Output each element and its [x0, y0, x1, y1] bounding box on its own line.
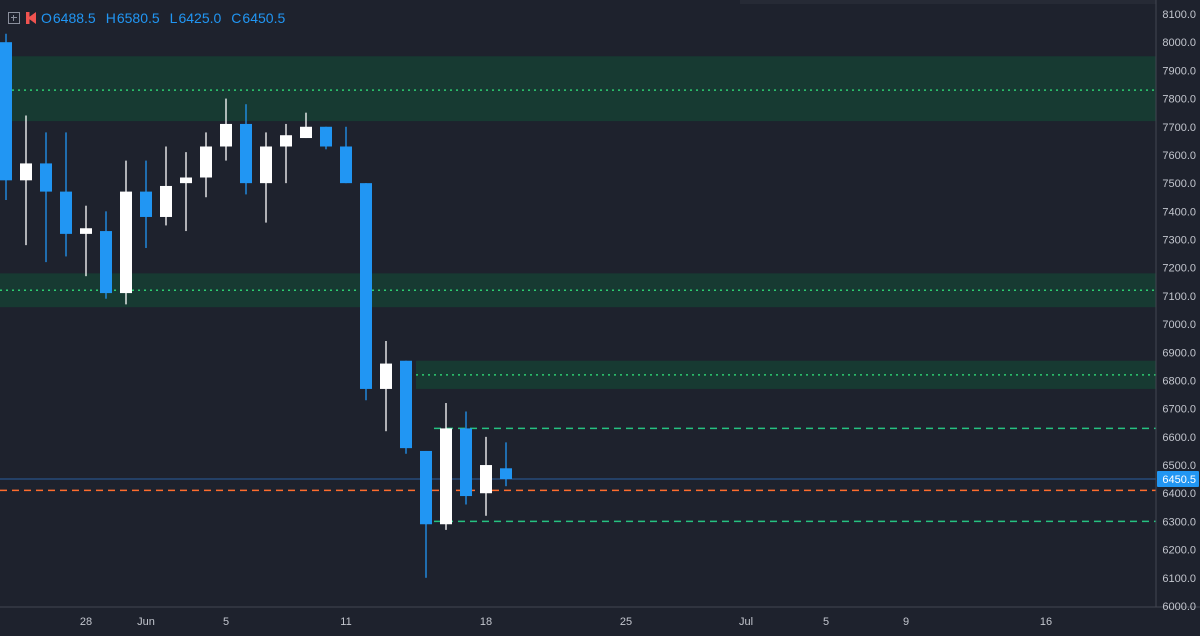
zone-2 [416, 360, 1156, 389]
x-tick-label-6: Jul [739, 616, 753, 628]
y-tick-label-15: 6600.0 [1162, 432, 1196, 444]
price-axis-bg [1156, 0, 1200, 636]
candle-body-10 [200, 146, 212, 178]
x-tick-label-0: 28 [80, 616, 92, 628]
candle-body-13 [260, 146, 272, 184]
x-tick-label-2: 5 [223, 616, 229, 628]
top-scroll-band [740, 0, 1160, 4]
candle-body-5 [100, 231, 112, 294]
x-tick-label-3: 11 [340, 616, 351, 628]
candle-body-1 [20, 163, 32, 181]
y-tick-label-4: 7700.0 [1162, 122, 1196, 134]
x-tick-label-5: 25 [620, 616, 632, 628]
y-tick-label-12: 6900.0 [1162, 347, 1196, 359]
candle-body-17 [340, 146, 352, 184]
y-tick-label-14: 6700.0 [1162, 404, 1196, 416]
x-tick-label-1: Jun [137, 616, 155, 628]
y-tick-label-0: 8100.0 [1162, 9, 1196, 21]
candle-body-14 [280, 135, 292, 147]
symbol-marker-icon [26, 12, 36, 24]
last-price-badge [1157, 471, 1199, 488]
y-tick-label-1: 8000.0 [1162, 37, 1196, 49]
y-tick-label-7: 7400.0 [1162, 206, 1196, 218]
y-tick-label-18: 6300.0 [1162, 516, 1196, 528]
low-value: 6425.0 [178, 10, 222, 26]
candle-body-18 [360, 183, 372, 389]
x-tick-label-7: 5 [823, 616, 829, 628]
y-tick-label-16: 6500.0 [1162, 460, 1196, 472]
candle-body-23 [460, 428, 472, 497]
open-value: 6488.5 [52, 10, 96, 26]
candle-body-12 [240, 123, 252, 184]
candle-body-3 [60, 191, 72, 234]
y-tick-label-8: 7300.0 [1162, 235, 1196, 247]
candle-body-9 [180, 177, 192, 184]
candle-body-22 [440, 428, 452, 525]
candle-body-20 [400, 360, 412, 449]
candle-body-0 [0, 42, 12, 181]
levels-layer [0, 427, 1156, 523]
candles-layer [0, 33, 512, 578]
close-value: 6450.5 [242, 10, 286, 26]
candle-body-19 [380, 363, 392, 389]
y-tick-label-9: 7200.0 [1162, 263, 1196, 275]
candle-body-15 [300, 126, 312, 139]
y-tick-label-2: 7900.0 [1162, 65, 1196, 77]
y-tick-label-5: 7600.0 [1162, 150, 1196, 162]
y-tick-label-13: 6800.0 [1162, 375, 1196, 387]
candle-body-11 [220, 123, 232, 147]
expand-icon[interactable] [8, 12, 20, 24]
candle-body-6 [120, 191, 132, 294]
y-tick-label-21: 6000.0 [1162, 601, 1196, 613]
y-tick-label-10: 7100.0 [1162, 291, 1196, 303]
y-tick-label-3: 7800.0 [1162, 94, 1196, 106]
candle-body-8 [160, 185, 172, 217]
y-tick-label-17: 6400.0 [1162, 488, 1196, 500]
last-price-label: 6450.5 [1162, 474, 1196, 486]
ohlc-legend: O 6488.5 H 6580.5 L 6425.0 C 6450.5 [8, 9, 295, 27]
low-label: L [169, 10, 178, 26]
zone-0 [0, 56, 1156, 122]
open-label: O [41, 10, 52, 26]
y-tick-label-11: 7000.0 [1162, 319, 1196, 331]
candle-body-4 [80, 228, 92, 234]
high-label: H [105, 10, 116, 26]
y-tick-label-20: 6100.0 [1162, 573, 1196, 585]
x-tick-label-9: 16 [1040, 616, 1052, 628]
x-tick-label-4: 18 [480, 616, 492, 628]
candle-body-2 [40, 163, 52, 192]
candle-body-25 [500, 468, 512, 480]
candle-body-24 [480, 465, 492, 494]
candle-body-16 [320, 126, 332, 147]
candle-body-7 [140, 191, 152, 217]
y-tick-label-19: 6200.0 [1162, 545, 1196, 557]
y-tick-label-6: 7500.0 [1162, 178, 1196, 190]
zones-layer [0, 56, 1156, 389]
high-value: 6580.5 [116, 10, 160, 26]
x-tick-label-8: 9 [903, 616, 909, 628]
candle-body-21 [420, 450, 432, 525]
close-label: C [231, 10, 242, 26]
